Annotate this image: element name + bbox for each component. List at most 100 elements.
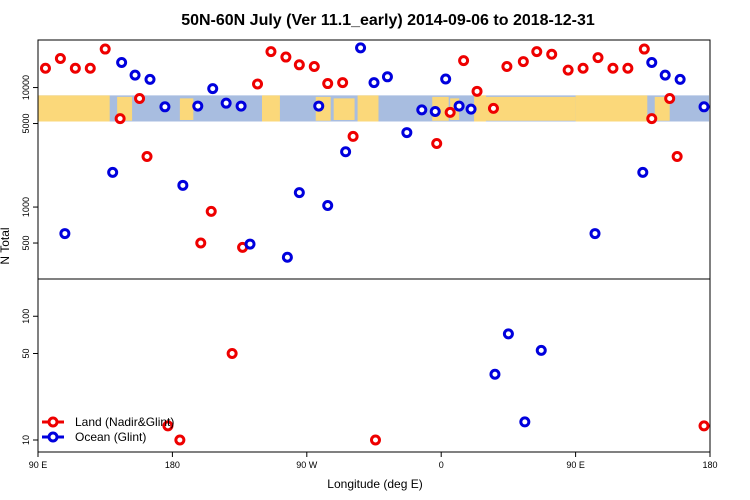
ocean-point <box>659 69 671 81</box>
ocean-point <box>416 104 428 116</box>
land-point <box>308 61 320 73</box>
land-point <box>698 420 710 432</box>
land-point <box>471 85 483 97</box>
x-axis: 90 E 180 90 W 0 90 E 180 <box>29 452 718 470</box>
land-point <box>99 43 111 55</box>
land-point <box>431 138 443 150</box>
land-point <box>39 62 51 74</box>
land-point <box>252 78 264 90</box>
land-point <box>226 348 238 360</box>
legend-ocean-label: Ocean (Glint) <box>75 430 146 444</box>
y-tick-label: 10 <box>21 435 31 445</box>
legend-land-marker <box>47 416 59 428</box>
ocean-point <box>535 344 547 356</box>
land-point <box>280 51 292 63</box>
ocean-point <box>453 100 465 112</box>
upper-panel-points <box>39 42 710 263</box>
y-tick-label: 50 <box>21 348 31 358</box>
land-point <box>501 61 513 73</box>
land-point <box>265 46 277 58</box>
land-point <box>205 205 217 217</box>
ocean-point <box>144 73 156 85</box>
ocean-point <box>322 200 334 212</box>
ocean-point <box>220 97 232 109</box>
land-point <box>141 150 153 162</box>
ocean-point <box>340 146 352 158</box>
ocean-point <box>313 100 325 112</box>
land-point <box>646 113 658 125</box>
map-land <box>486 96 576 121</box>
y-tick-label: 500 <box>21 236 31 251</box>
ocean-point <box>381 71 393 83</box>
ocean-point <box>116 57 128 69</box>
land-point <box>84 62 96 74</box>
land-point <box>487 102 499 114</box>
ocean-point <box>401 127 413 139</box>
map-land <box>262 95 280 122</box>
ocean-point <box>368 77 380 89</box>
ocean-point <box>207 83 219 95</box>
land-point <box>458 55 470 67</box>
land-point <box>134 92 146 104</box>
y-tick-label: 1000 <box>21 197 31 217</box>
ocean-point <box>502 328 514 340</box>
ocean-point <box>129 69 141 81</box>
ocean-point <box>465 103 477 115</box>
land-point <box>369 434 381 446</box>
map-land <box>357 95 379 122</box>
land-point <box>562 64 574 76</box>
map-land <box>654 96 670 121</box>
land-point <box>114 113 126 125</box>
map-land <box>333 98 355 120</box>
x-axis-label: Longitude (deg E) <box>327 477 422 491</box>
legend-ocean-marker <box>47 431 59 443</box>
ocean-point <box>698 101 710 113</box>
ocean-point <box>355 42 367 54</box>
lower-panel-frame <box>37 278 711 453</box>
land-point <box>592 52 604 64</box>
x-tick-label: 90 W <box>296 460 318 470</box>
x-tick-label: 180 <box>165 460 180 470</box>
land-point <box>517 56 529 68</box>
ocean-point <box>59 228 71 240</box>
lower-y-axis: 10 50 100 <box>21 309 38 445</box>
land-point <box>607 62 619 74</box>
chart-title: 50N-60N July (Ver 11.1_early) 2014-09-06… <box>181 12 595 29</box>
ocean-point <box>235 100 247 112</box>
ocean-point <box>440 73 452 85</box>
land-point <box>69 62 81 74</box>
land-point <box>174 434 186 446</box>
map-land <box>179 98 194 120</box>
land-point <box>638 43 650 55</box>
upper-y-axis: 500 1000 5000 10000 <box>21 75 38 251</box>
land-point <box>664 92 676 104</box>
land-point <box>671 150 683 162</box>
y-tick-label: 5000 <box>21 114 31 134</box>
ocean-point <box>674 73 686 85</box>
ocean-point <box>281 251 293 263</box>
ocean-point <box>637 166 649 178</box>
map-land <box>474 95 486 122</box>
land-point <box>322 78 334 90</box>
land-point <box>622 62 634 74</box>
ocean-point <box>646 57 658 69</box>
ocean-point <box>489 368 501 380</box>
ocean-point <box>107 166 119 178</box>
land-point <box>195 237 207 249</box>
x-tick-label: 90 E <box>566 460 585 470</box>
y-tick-label: 100 <box>21 309 31 324</box>
land-point <box>577 62 589 74</box>
land-point <box>293 59 305 71</box>
map-land <box>38 95 110 122</box>
x-tick-label: 0 <box>439 460 444 470</box>
land-point <box>162 420 174 432</box>
ocean-point <box>293 187 305 199</box>
y-tick-label: 10000 <box>21 75 31 100</box>
ocean-point <box>192 100 204 112</box>
ocean-point <box>429 106 441 118</box>
ocean-point <box>519 416 531 428</box>
land-point <box>337 77 349 89</box>
map-land <box>575 95 648 122</box>
land-point <box>54 53 66 65</box>
